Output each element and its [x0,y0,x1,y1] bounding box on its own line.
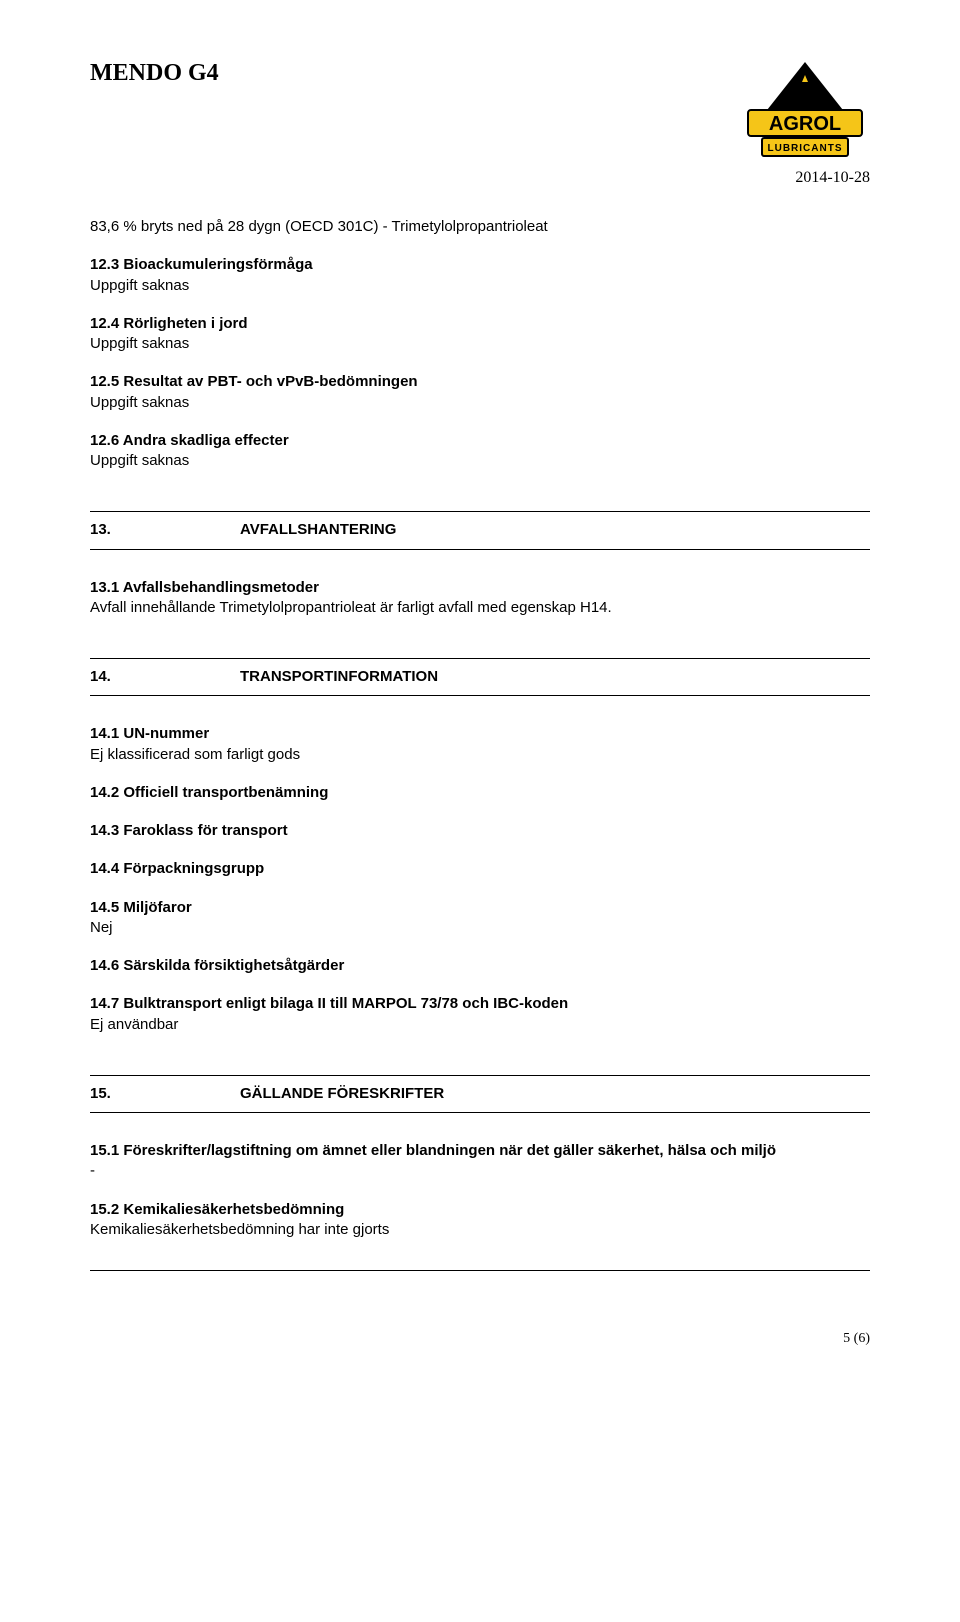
sec-13-1-value: Avfall innehållande Trimetylolpropantrio… [90,598,870,618]
sec-15-2-value: Kemikaliesäkerhetsbedömning har inte gjo… [90,1220,870,1240]
sec-12-4-value: Uppgift saknas [90,334,870,354]
page-number: 5 (6) [90,1331,870,1347]
sec-14-1-title: 14.1 UN-nummer [90,724,870,744]
sec-14-4-title: 14.4 Förpackningsgrupp [90,859,870,879]
sec-14-2-title: 14.2 Officiell transportbenämning [90,783,870,803]
divider [90,549,870,550]
sec-14-7-title: 14.7 Bulktransport enligt bilaga II till… [90,994,870,1014]
sec-12-3-title: 12.3 Bioackumuleringsförmåga [90,255,870,275]
sec-14-6-title: 14.6 Särskilda försiktighetsåtgärder [90,956,870,976]
sec-12-4-title: 12.4 Rörligheten i jord [90,314,870,334]
brand-logo: AGROL LUBRICANTS [740,60,870,165]
document-date: 2014-10-28 [740,169,870,187]
sec-15-num: 15. [90,1084,240,1104]
divider [90,695,870,696]
sec-15-title: GÄLLANDE FÖRESKRIFTER [240,1084,444,1104]
sec-12-6-title: 12.6 Andra skadliga effecter [90,431,870,451]
intro-text: 83,6 % bryts ned på 28 dygn (OECD 301C) … [90,217,870,237]
sec-13-1-title: 13.1 Avfallsbehandlingsmetoder [90,578,870,598]
sec-15-1-value: - [90,1161,870,1181]
sec-14-5-value: Nej [90,918,870,938]
sec-14-5-title: 14.5 Miljöfaror [90,898,870,918]
sec-12-6-value: Uppgift saknas [90,451,870,471]
sec-14-1-value: Ej klassificerad som farligt gods [90,745,870,765]
logo-brand-top: AGROL [769,113,841,135]
sec-14-7-value: Ej användbar [90,1015,870,1035]
sec-15-1-title: 15.1 Föreskrifter/lagstiftning om ämnet … [90,1141,870,1161]
sec-14-3-title: 14.3 Faroklass för transport [90,821,870,841]
sec-14-title: TRANSPORTINFORMATION [240,667,438,687]
sec-13-num: 13. [90,520,240,540]
sec-12-5-value: Uppgift saknas [90,393,870,413]
sec-14-num: 14. [90,667,240,687]
sec-12-5-title: 12.5 Resultat av PBT- och vPvB-bedömning… [90,372,870,392]
divider [90,1270,870,1271]
product-title: MENDO G4 [90,60,219,87]
sec-13-title: AVFALLSHANTERING [240,520,396,540]
divider [90,1112,870,1113]
logo-brand-bottom: LUBRICANTS [768,143,843,154]
sec-12-3-value: Uppgift saknas [90,276,870,296]
sec-15-2-title: 15.2 Kemikaliesäkerhetsbedömning [90,1200,870,1220]
